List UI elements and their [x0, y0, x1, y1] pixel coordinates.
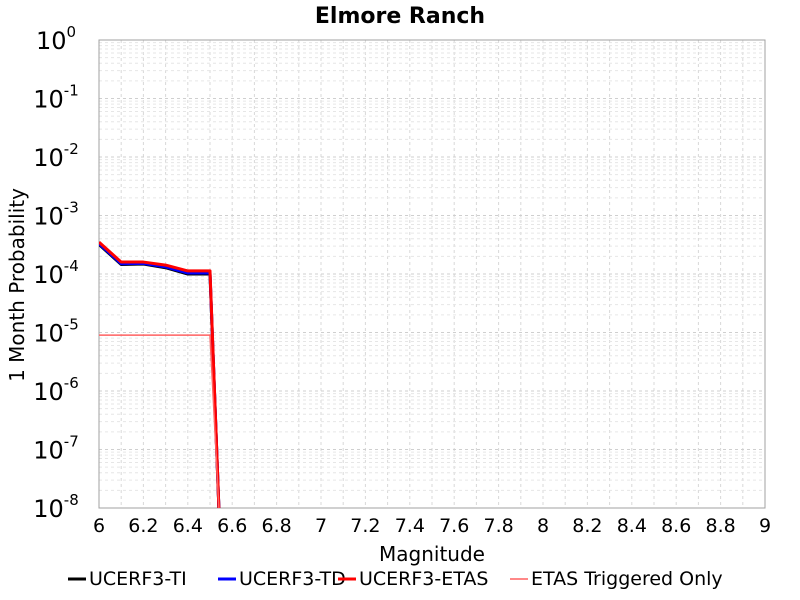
- x-tick-label: 8.6: [661, 515, 691, 537]
- y-axis-ticks: 100 10-1 10-2 10-3 10-4 10-5 10-6 10-7 10-8: [33, 23, 79, 523]
- legend-item: UCERF3-TD: [218, 568, 346, 590]
- x-tick-label: 6.8: [261, 515, 291, 537]
- x-tick-label: 7: [315, 515, 327, 537]
- x-tick-label: 6.6: [217, 515, 247, 537]
- plot-area: [98, 39, 766, 509]
- x-tick-label: 8: [537, 515, 549, 537]
- legend-item: UCERF3-TI: [68, 568, 187, 590]
- legend-item: UCERF3-ETAS: [338, 568, 488, 590]
- series-line-ucerf3-td: [99, 242, 221, 508]
- series-line-etas-triggered-only: [99, 334, 220, 508]
- x-tick-label: 6: [93, 515, 105, 537]
- x-tick-label: 8.8: [705, 515, 735, 537]
- x-tick-label: 8.4: [617, 515, 647, 537]
- x-tick-label: 7.2: [350, 515, 380, 537]
- y-tick-label: 10-7: [33, 433, 79, 465]
- x-tick-label: 9: [759, 515, 771, 537]
- x-axis-ticks: 6 6.2 6.4 6.6 6.8 7 7.2 7.4 7.6 7.8 8 8.2 8.4 8.6 8.8 9: [93, 515, 771, 537]
- x-tick-label: 6.2: [128, 515, 158, 537]
- series-layer: [99, 241, 221, 508]
- x-tick-label: 7.6: [439, 515, 469, 537]
- x-tick-label: 8.2: [572, 515, 602, 537]
- y-tick-label: 10-1: [33, 82, 79, 114]
- legend-label: ETAS Triggered Only: [531, 568, 723, 590]
- y-tick-label: 10-2: [33, 140, 79, 172]
- chart-title: Elmore Ranch: [315, 4, 485, 29]
- y-tick-label: 10-5: [33, 316, 79, 348]
- x-axis-label: Magnitude: [379, 542, 485, 566]
- legend-label: UCERF3-TD: [239, 568, 346, 590]
- x-tick-label: 7.4: [395, 515, 425, 537]
- y-axis-label: 1 Month Probability: [5, 188, 29, 382]
- y-tick-label: 10-4: [33, 257, 79, 289]
- y-tick-label: 10-8: [33, 491, 79, 523]
- legend: UCERF3-TI UCERF3-TD UCERF3-ETAS ETAS Trigge…: [68, 568, 723, 590]
- series-line-ucerf3-ti: [99, 243, 221, 508]
- legend-label: UCERF3-TI: [89, 568, 187, 590]
- y-tick-label: 10-3: [33, 199, 79, 231]
- legend-item: ETAS Triggered Only: [510, 568, 723, 590]
- y-tick-label: 100: [36, 23, 76, 55]
- x-tick-label: 6.4: [173, 515, 203, 537]
- x-tick-label: 7.8: [483, 515, 513, 537]
- y-tick-label: 10-6: [33, 374, 79, 406]
- series-line-ucerf3-etas: [99, 241, 221, 508]
- legend-label: UCERF3-ETAS: [359, 568, 488, 590]
